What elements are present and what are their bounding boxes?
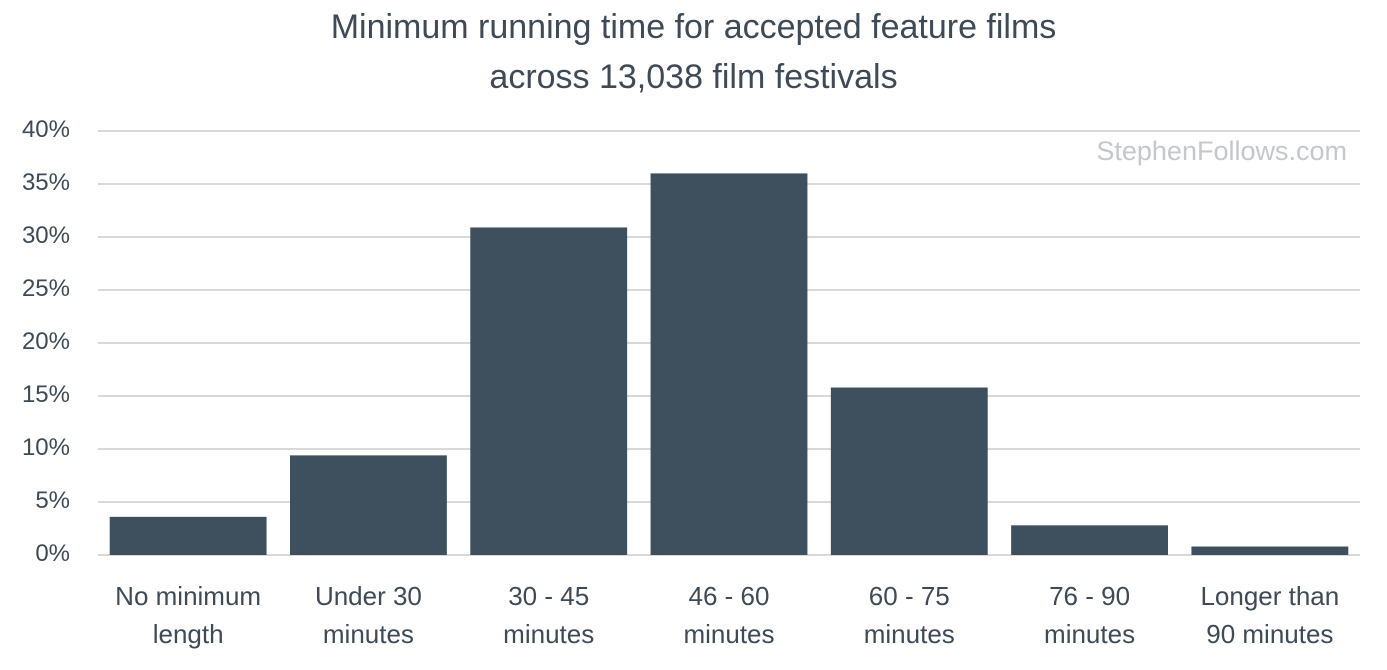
y-tick-label: 35% — [21, 169, 70, 196]
bar — [1011, 525, 1168, 555]
x-tick-label: Under 30 minutes — [314, 581, 422, 649]
x-tick-label: 60 - 75 minutes — [863, 581, 955, 649]
watermark: StephenFollows.com — [1096, 136, 1347, 166]
bar — [470, 227, 628, 555]
bar — [830, 387, 988, 555]
y-tick-label: 20% — [21, 328, 70, 355]
x-tick-label: Longer than 90 minutes — [1200, 581, 1340, 649]
y-tick-label: 25% — [21, 275, 70, 302]
bar — [650, 173, 808, 555]
x-tick-label: 46 - 60 minutes — [683, 581, 775, 649]
bar — [109, 516, 267, 555]
y-tick-label: 15% — [21, 381, 70, 408]
y-tick-label: 5% — [35, 487, 70, 514]
x-tick-label: No minimum length — [115, 581, 262, 649]
bar — [290, 455, 447, 555]
y-tick-label: 40% — [21, 116, 70, 143]
x-tick-label: 30 - 45 minutes — [503, 581, 595, 649]
bar — [1191, 546, 1349, 555]
y-tick-label: 30% — [21, 222, 70, 249]
y-tick-label: 0% — [35, 540, 70, 567]
chart-title: Minimum running time for accepted featur… — [330, 8, 1057, 96]
x-tick-label: 76 - 90 minutes — [1044, 581, 1136, 649]
y-tick-label: 10% — [21, 434, 70, 461]
